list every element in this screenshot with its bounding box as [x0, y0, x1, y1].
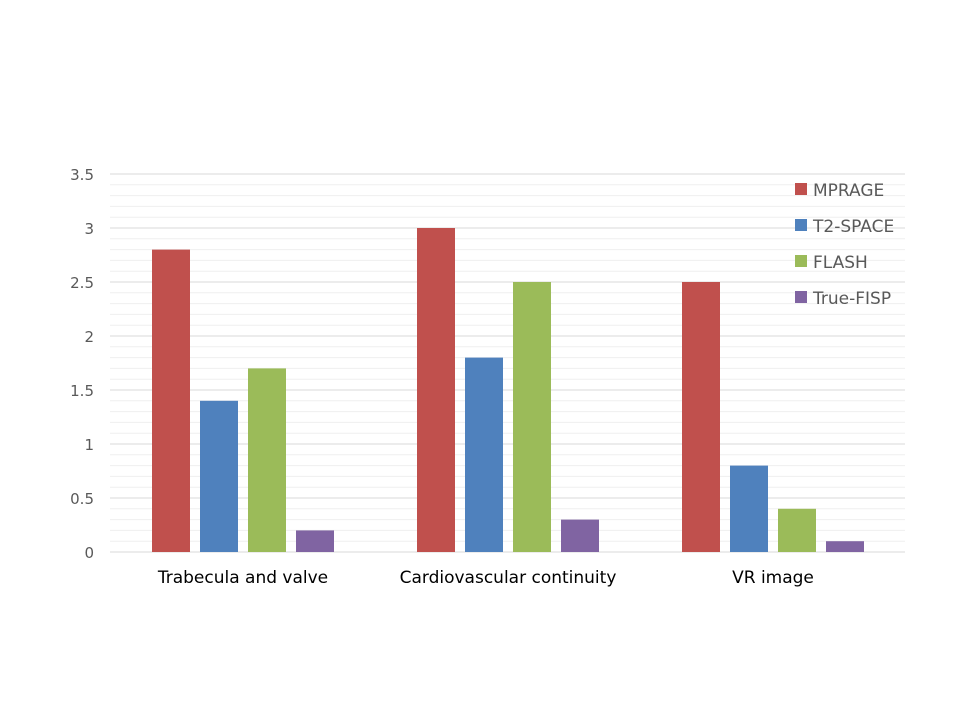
bar-mprage	[682, 282, 720, 552]
bar-true-fisp	[296, 530, 334, 552]
bar-t2-space	[465, 357, 503, 552]
bar-flash	[513, 282, 551, 552]
x-category-label: Cardiovascular continuity	[400, 568, 617, 588]
bar-t2-space	[730, 465, 768, 552]
y-tick-label: 3.5	[70, 166, 94, 184]
legend-label: True-FISP	[812, 289, 891, 309]
y-tick-label: 1.5	[70, 382, 94, 400]
y-tick-label: 2.5	[70, 274, 94, 292]
y-tick-label: 0.5	[70, 490, 94, 508]
legend-swatch	[795, 219, 807, 231]
legend-swatch	[795, 291, 807, 303]
bar-t2-space	[200, 400, 238, 552]
bar-mprage	[152, 249, 190, 552]
x-category-label: VR image	[732, 568, 814, 588]
bar-true-fisp	[826, 541, 864, 552]
bar-mprage	[417, 228, 455, 552]
legend-swatch	[795, 183, 807, 195]
legend-label: MPRAGE	[813, 181, 884, 201]
bar-flash	[778, 508, 816, 552]
y-tick-label: 2	[84, 328, 94, 346]
bar-flash	[248, 368, 286, 552]
y-tick-label: 1	[84, 436, 94, 454]
legend-label: T2-SPACE	[812, 217, 894, 237]
bar-true-fisp	[561, 519, 599, 552]
legend-swatch	[795, 255, 807, 267]
x-category-label: Trabecula and valve	[157, 568, 328, 588]
y-tick-label: 0	[84, 544, 94, 562]
legend-label: FLASH	[813, 253, 868, 273]
y-tick-label: 3	[84, 220, 94, 238]
